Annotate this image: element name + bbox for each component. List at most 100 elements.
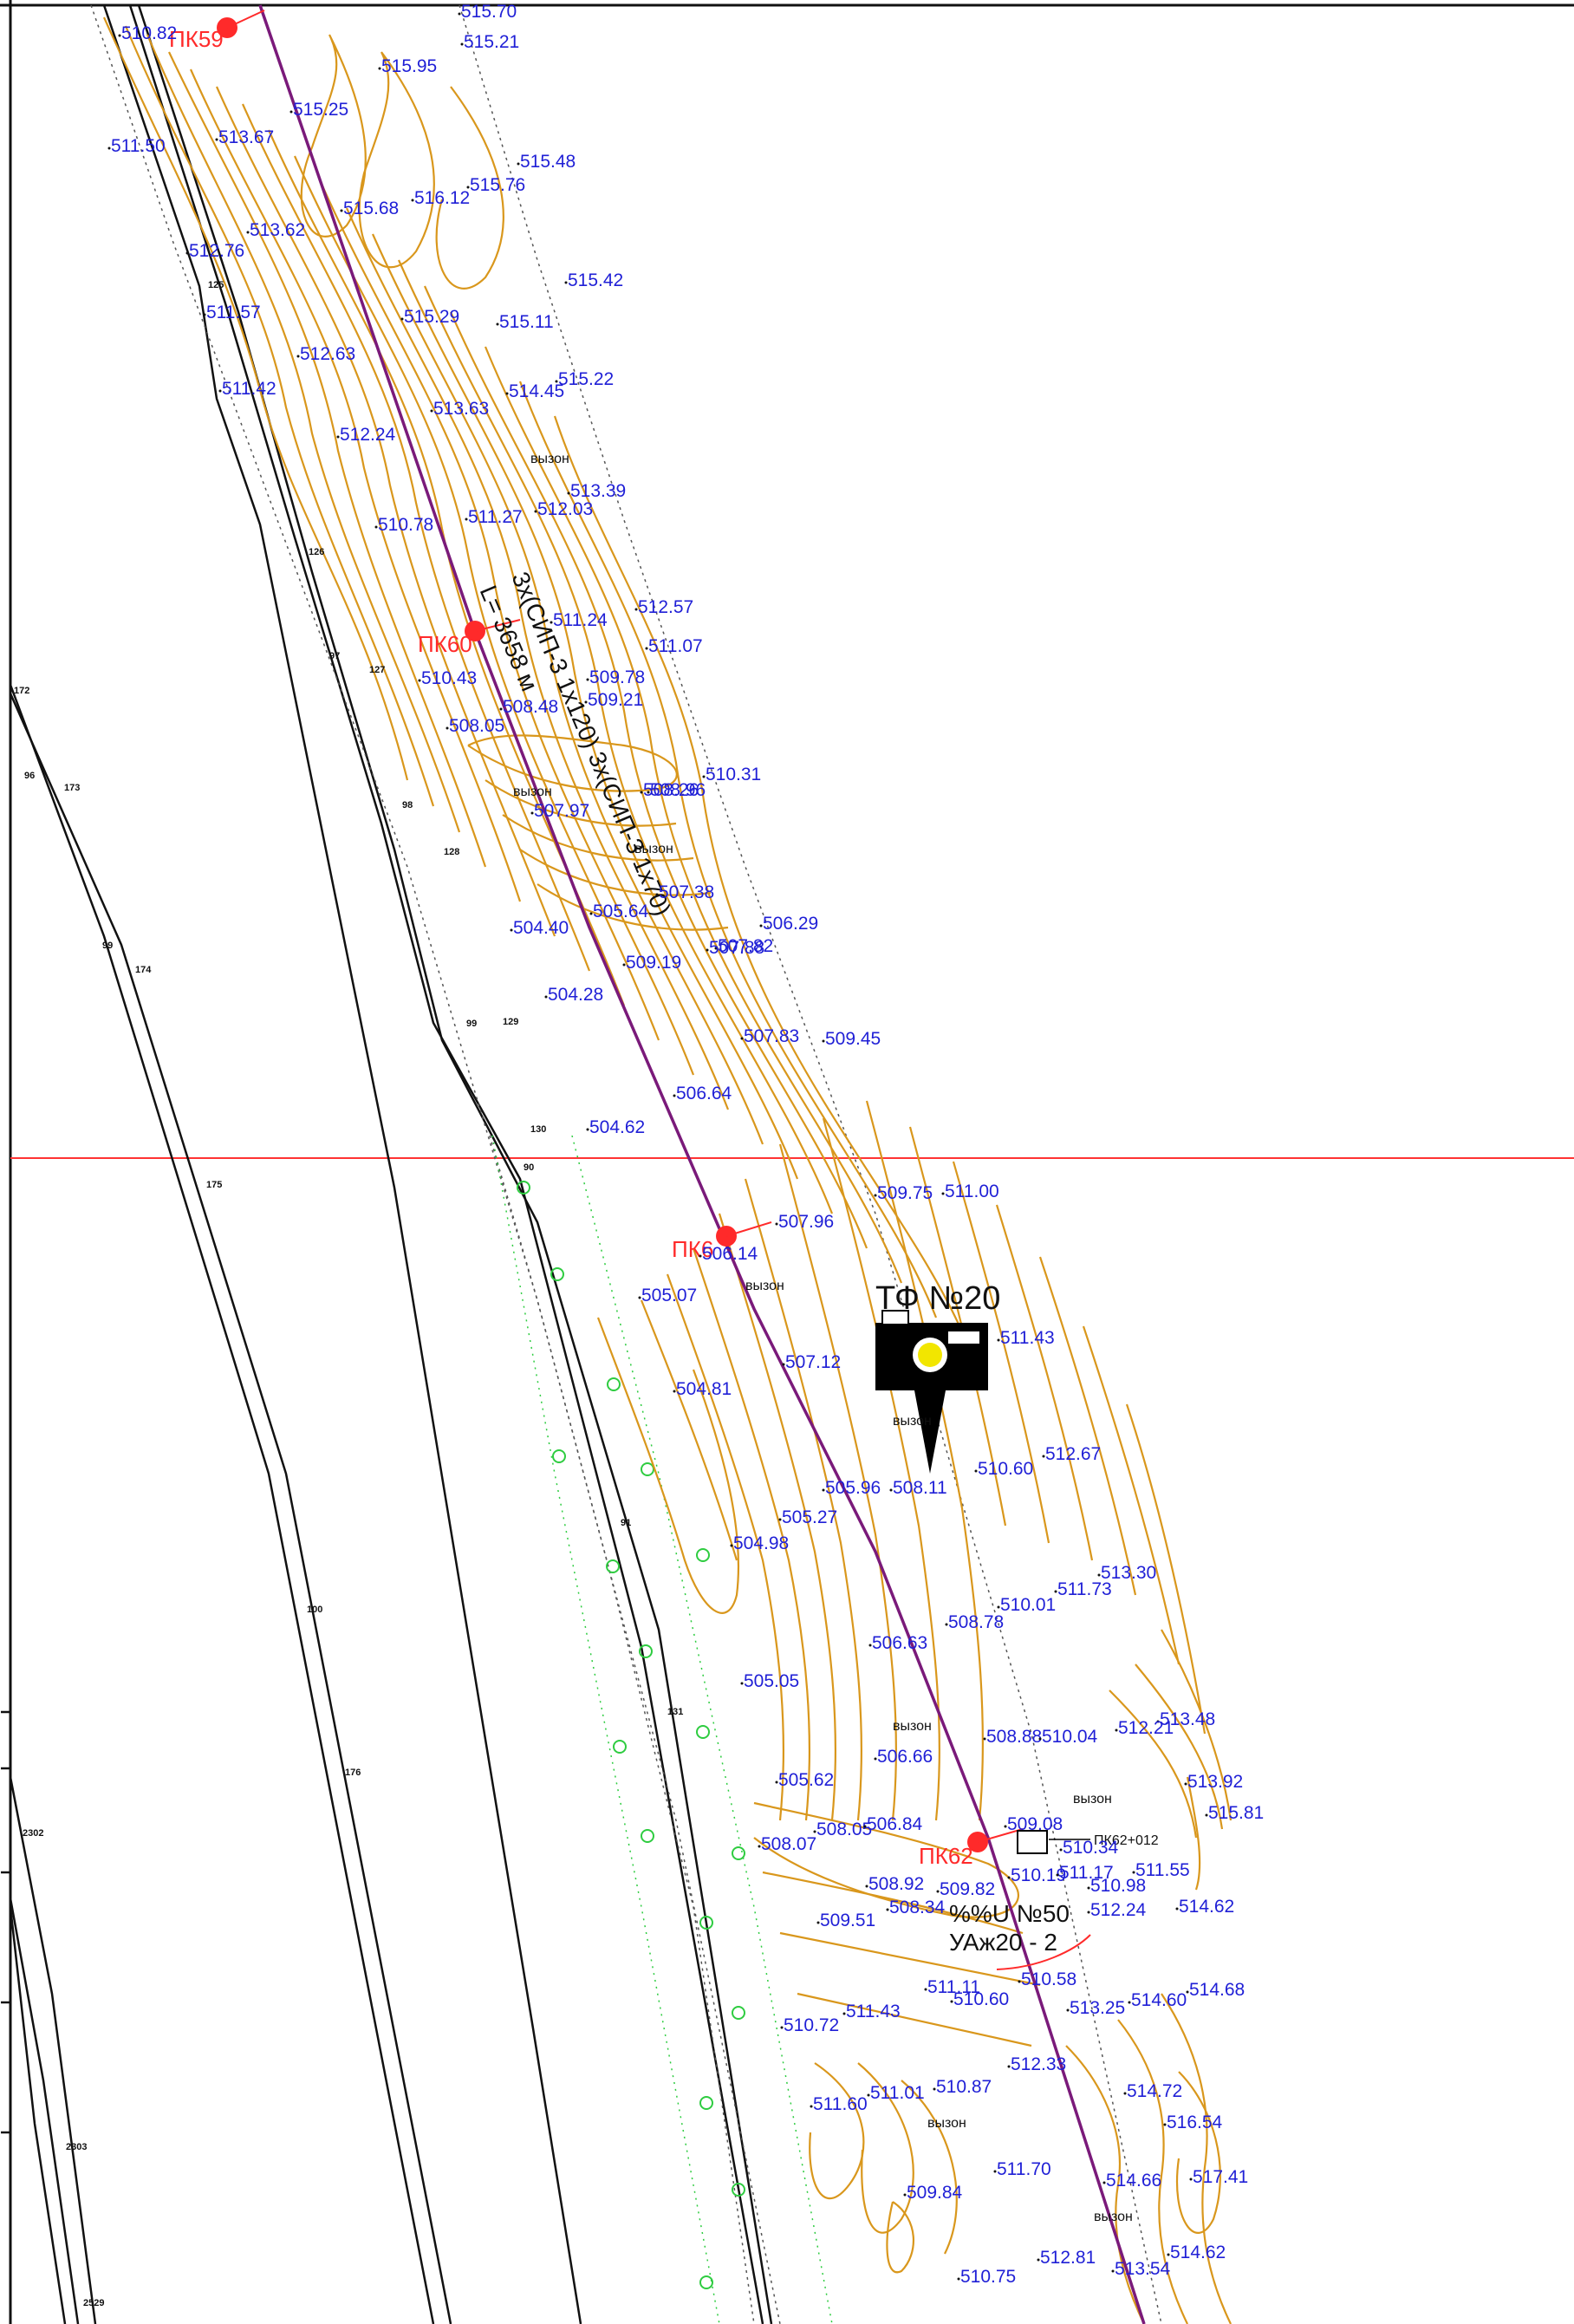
support-label-2: УАж20 - 2 [949, 1929, 1057, 1956]
spot-height-label: 508.11 [893, 1478, 947, 1498]
spot-height-point [945, 1623, 948, 1626]
spot-height-label: 508.05 [449, 716, 504, 736]
spot-height-point [378, 67, 381, 70]
spot-height-label: 513.25 [1070, 1998, 1125, 2018]
spot-height-label: 513.30 [1101, 1563, 1156, 1583]
spot-height-point [730, 1544, 733, 1547]
spot-height-point [1042, 1455, 1045, 1458]
spot-height-point [586, 678, 589, 681]
spot-height-label: 515.95 [381, 56, 437, 76]
photo-point-marker[interactable]: ТФ №20 [875, 1280, 1000, 1474]
spot-height-label: 510.78 [378, 515, 433, 535]
spot-height-label: 505.27 [782, 1507, 837, 1527]
spot-height-point [699, 1254, 702, 1258]
spot-height-label: 508.88 [986, 1727, 1042, 1747]
spot-height-point [400, 317, 404, 321]
spot-height-label: 510.43 [421, 668, 477, 688]
spot-height-label: 504.40 [513, 918, 569, 938]
svg-text:вызон: вызон [1094, 2210, 1133, 2224]
spot-height-label: 508.05 [816, 1819, 872, 1839]
spot-height-label: 506.29 [763, 914, 818, 934]
spot-height-point [1066, 2008, 1070, 2012]
spot-height-point [203, 313, 206, 316]
spot-height-point [775, 1222, 778, 1226]
spot-height-label: 509.51 [820, 1911, 875, 1930]
spot-height-label: 514.60 [1131, 1990, 1187, 2010]
svg-text:вызон: вызон [893, 1719, 932, 1734]
spot-height-point [336, 435, 340, 439]
spot-height-label: 511.50 [111, 136, 166, 156]
spot-height-point [411, 199, 414, 202]
spot-height-point [118, 34, 121, 37]
spot-height-label: 511.55 [1135, 1860, 1190, 1880]
svg-text:2529: 2529 [83, 2298, 104, 2308]
spot-height-point [974, 1469, 978, 1473]
spot-height-label: 515.25 [293, 100, 348, 120]
picket-markers [217, 10, 1024, 1852]
spot-height-point [634, 608, 638, 611]
spot-height-point [997, 1338, 1000, 1342]
spot-height-point [993, 2170, 997, 2173]
spot-height-label: 506.63 [872, 1633, 927, 1653]
spot-height-label: 513.48 [1160, 1709, 1215, 1729]
spot-height-label: 506.84 [867, 1814, 923, 1834]
support-label-1: %%U №50 [949, 1900, 1070, 1927]
spot-height-label: 516.54 [1167, 2112, 1223, 2132]
spot-height-label: 511.73 [1057, 1579, 1112, 1599]
spot-height-label: 515.22 [558, 369, 614, 389]
spot-height-label: 509.08 [1007, 1814, 1063, 1834]
spot-height-label: 510.04 [1042, 1727, 1098, 1747]
spot-height-label: 509.19 [626, 953, 681, 973]
contour-lines [102, 16, 1233, 2324]
spot-height-point [1163, 2123, 1167, 2126]
spot-height-point [1175, 1907, 1179, 1911]
spot-height-label: 511.60 [813, 2094, 868, 2114]
spot-height-label: 515.48 [520, 152, 576, 172]
spot-height-point [714, 947, 718, 950]
spot-height-label: 507.12 [785, 1352, 841, 1372]
spot-height-label: 512.24 [340, 425, 396, 445]
spot-height-point [510, 928, 513, 932]
spot-height-label: 512.76 [189, 241, 244, 261]
spot-height-point [1111, 2269, 1115, 2273]
spot-height-label: 513.39 [570, 481, 626, 501]
spot-height-label: 506.66 [877, 1747, 933, 1767]
picket-label-60: ПК60 [418, 631, 472, 657]
spot-height-point [889, 1488, 893, 1492]
svg-text:99: 99 [102, 941, 113, 951]
spot-height-label: 517.41 [1193, 2167, 1248, 2187]
spot-height-label: 510.34 [1063, 1838, 1119, 1858]
spot-height-label: 515.42 [568, 270, 623, 290]
spot-height-point [622, 963, 626, 967]
spot-height-point [1007, 2065, 1011, 2068]
spot-height-label: 507.83 [744, 1026, 799, 1046]
svg-text:2302: 2302 [23, 1828, 43, 1839]
spot-height-point [586, 1128, 589, 1131]
spot-height-point [1186, 1990, 1189, 1994]
spot-height-point [886, 1908, 889, 1911]
spot-height-point [466, 186, 470, 189]
spot-height-label: 510.58 [1021, 1969, 1076, 1989]
spot-height-point [903, 2193, 907, 2197]
svg-text:вызон: вызон [530, 452, 569, 466]
svg-text:91: 91 [621, 1518, 631, 1528]
svg-text:97: 97 [329, 651, 340, 661]
spot-height-label: 505.64 [593, 902, 649, 921]
spot-height-point [107, 146, 111, 150]
spot-height-point [460, 42, 464, 46]
spot-height-label: 505.96 [825, 1478, 881, 1498]
spot-height-label: 507.88 [709, 938, 764, 958]
spot-height-point [957, 2277, 960, 2281]
picket-offset-label: ПК62+012 [1094, 1833, 1159, 1848]
spot-height-label: 512.33 [1011, 2054, 1066, 2074]
spot-height-label: 510.19 [1011, 1865, 1066, 1885]
svg-text:129: 129 [503, 1017, 518, 1027]
spot-height-label: 508.48 [503, 697, 558, 717]
svg-text:вызон: вызон [513, 784, 552, 799]
spot-height-label: 513.92 [1187, 1772, 1243, 1792]
spot-height-point [673, 1094, 676, 1097]
spot-height-point [1156, 1720, 1160, 1723]
spot-height-label: 509.45 [825, 1029, 881, 1049]
spot-height-label: 514.72 [1127, 2081, 1182, 2101]
spot-height-label: 509.82 [940, 1879, 995, 1899]
